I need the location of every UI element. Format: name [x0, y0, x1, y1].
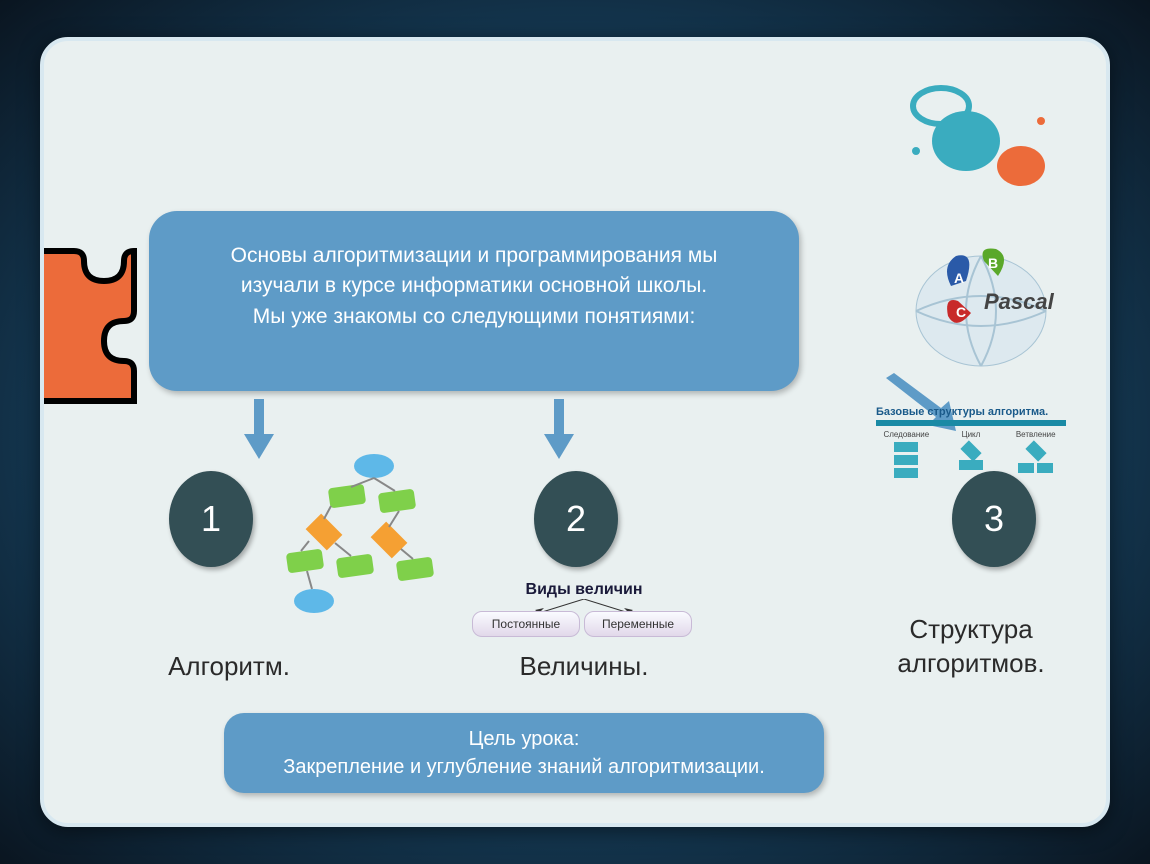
- circles-icon: [886, 81, 1066, 201]
- pascal-logo-icon: A B C Pascal: [906, 241, 1056, 371]
- values-title: Виды величин: [484, 581, 684, 599]
- svg-text:C: C: [956, 304, 966, 320]
- struct-bar: [876, 420, 1066, 426]
- struct-col-seq: Следование: [876, 430, 937, 481]
- svg-text:A: A: [954, 270, 964, 286]
- puzzle-icon: [40, 231, 154, 411]
- struct-title: Базовые структуры алгоритма.: [876, 406, 1066, 418]
- svg-text:B: B: [988, 255, 998, 271]
- label-algorithm: Алгоритм.: [144, 651, 314, 682]
- arrow-down-icon: [544, 399, 574, 459]
- value-constant: Постоянные: [472, 611, 580, 637]
- structure-table: Базовые структуры алгоритма. Следование …: [876, 406, 1066, 506]
- struct-col-branch: Ветвление: [1005, 430, 1066, 481]
- struct-col-loop: Цикл: [941, 430, 1002, 481]
- main-line-1: Основы алгоритмизации и программирования…: [179, 241, 769, 271]
- value-variable: Переменные: [584, 611, 692, 637]
- bubble-1: 1: [169, 471, 253, 567]
- label-structure: Структура алгоритмов.: [866, 613, 1076, 681]
- main-line-2: изучали в курсе информатики основной шко…: [179, 271, 769, 301]
- values-boxes: Постоянные Переменные: [472, 611, 692, 637]
- goal-line-1: Цель урока:: [236, 725, 812, 753]
- label-values: Величины.: [484, 651, 684, 682]
- main-text-box: Основы алгоритмизации и программирования…: [149, 211, 799, 391]
- flowchart-icon: [279, 451, 459, 621]
- bubble-2: 2: [534, 471, 618, 567]
- goal-line-2: Закрепление и углубление знаний алгоритм…: [236, 753, 812, 781]
- svg-text:Pascal: Pascal: [984, 289, 1055, 314]
- main-line-3: Мы уже знакомы со следующими понятиями:: [179, 302, 769, 332]
- goal-box: Цель урока: Закрепление и углубление зна…: [224, 713, 824, 793]
- arrow-down-icon: [244, 399, 274, 459]
- slide: A B C Pascal Основы алгоритмизации и про…: [40, 37, 1110, 827]
